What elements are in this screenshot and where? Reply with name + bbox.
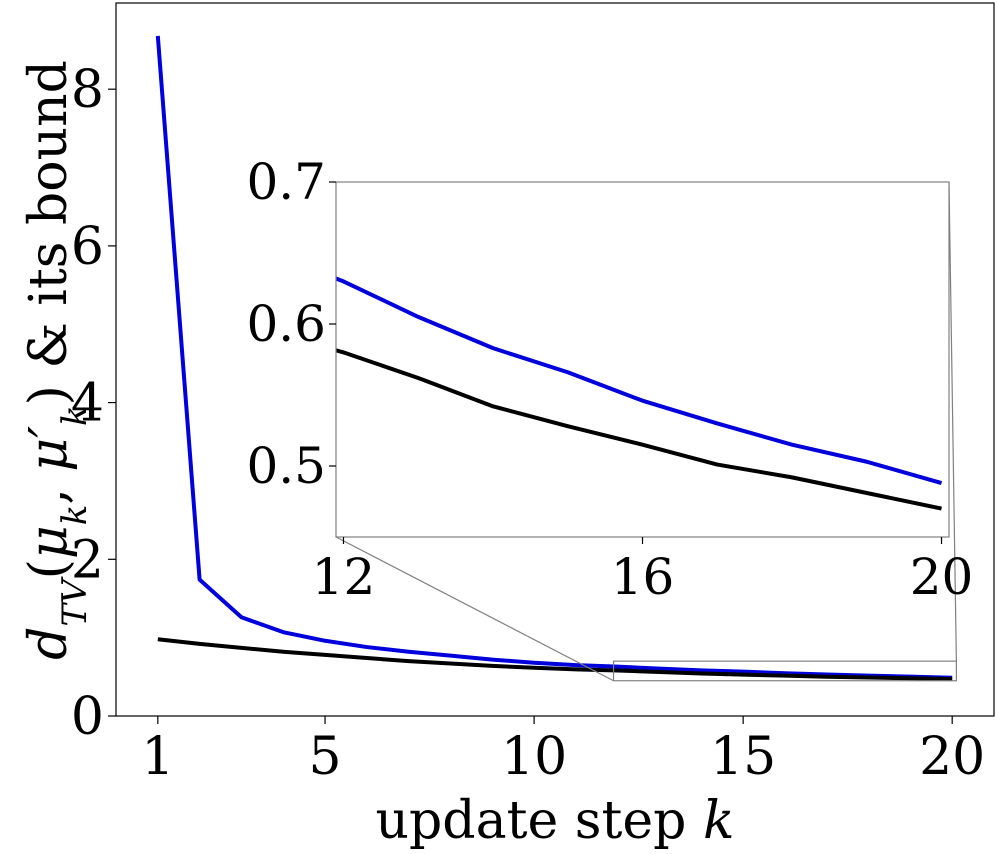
inset-y-tick-label: 0.7: [246, 153, 326, 211]
x-axis-label: update step k: [376, 791, 735, 851]
inset-x-tick-label: 12: [312, 548, 376, 606]
x-axis-label-text: update step: [376, 791, 703, 851]
x-axis-label-var: k: [703, 791, 735, 851]
y-label-mu: μ: [19, 525, 79, 559]
series-line-0: [155, 35, 953, 680]
y-tick-label: 0: [71, 687, 104, 747]
zoom-region-box: [612, 660, 957, 682]
x-tick-label: 5: [309, 727, 342, 787]
inset-series-line-0: [336, 276, 943, 485]
y-label-mu-prime: μ′: [19, 426, 79, 472]
y-axis-label: dTV(μk, μ′k) & its bound: [19, 60, 95, 660]
inset-x-tick-label: 16: [611, 548, 675, 606]
x-tick-label: 20: [919, 727, 985, 787]
y-label-close-paren: ): [19, 385, 79, 405]
y-label-sub-k: k: [55, 505, 95, 526]
x-tick-label: 1: [141, 727, 174, 787]
y-label-sub-k2: k: [55, 405, 95, 426]
zoom-connector-right: [948, 181, 957, 662]
inset-y-tick-label: 0.6: [246, 295, 326, 353]
zoom-connector-left: [335, 536, 614, 682]
x-tick-label: 10: [501, 727, 567, 787]
main-plot-frame: [115, 2, 995, 717]
inset-background: [336, 182, 949, 537]
y-label-comma: ,: [19, 472, 79, 505]
inset-y-tick-label: 0.5: [246, 437, 326, 495]
y-label-sub-tv: TV: [55, 576, 95, 627]
series-line-1: [157, 637, 953, 682]
y-tick-label: 2: [71, 530, 104, 590]
y-label-rest: & its bound: [19, 60, 79, 385]
inset-x-tick-label: 20: [910, 548, 974, 606]
inset-series-line-1: [336, 348, 942, 511]
x-tick-label: 15: [710, 727, 776, 787]
y-label-d: d: [19, 627, 79, 660]
y-tick-label: 4: [71, 374, 104, 434]
y-label-open-paren: (: [19, 559, 79, 579]
y-tick-label: 6: [71, 217, 104, 277]
y-tick-label: 8: [71, 60, 104, 120]
